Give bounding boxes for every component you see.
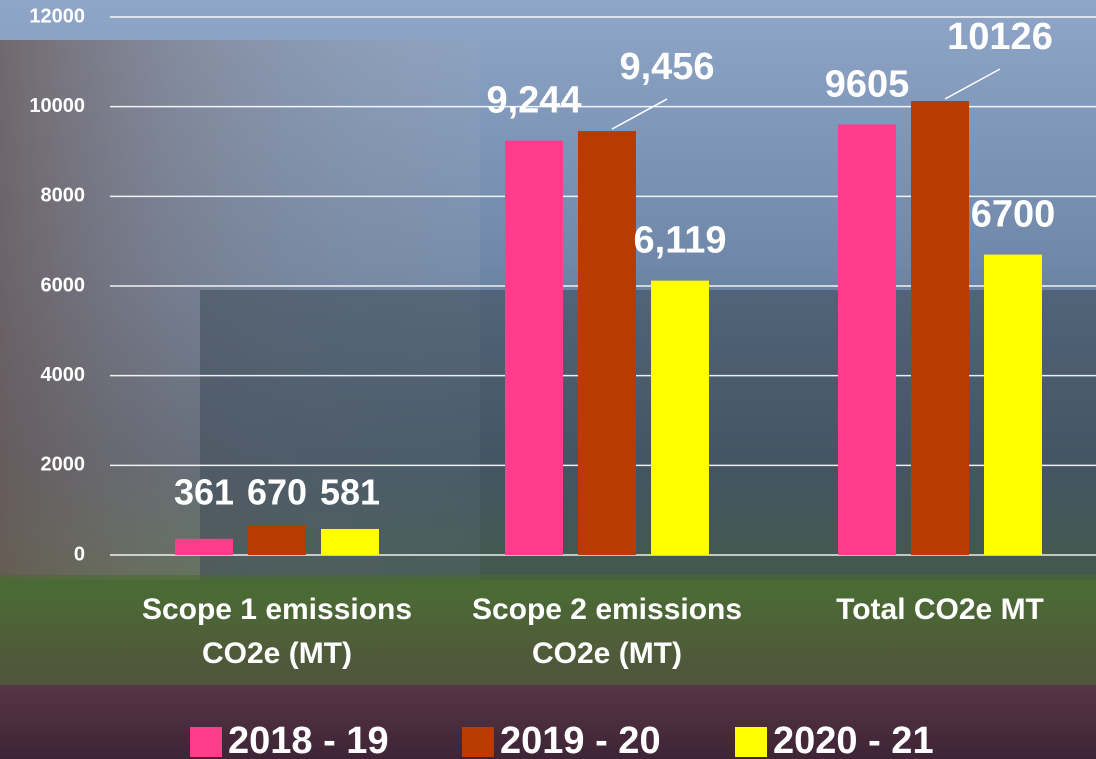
x-tick-label: Total CO2e MT xyxy=(836,593,1044,626)
bar xyxy=(578,131,636,555)
legend-swatch xyxy=(190,727,222,757)
legend-swatch xyxy=(735,727,767,757)
x-tick-label-box: Scope 2 emissions CO2e (MT) xyxy=(471,593,743,670)
data-label: 10126 xyxy=(947,16,1053,58)
x-tick-label-box: Total CO2e MT xyxy=(836,593,1044,626)
legend-label: 2020 - 21 xyxy=(773,720,934,759)
data-label: 9,456 xyxy=(619,46,714,88)
data-label: 361 xyxy=(174,472,234,513)
x-tick-label-box: Scope 1 emissions CO2e (MT) xyxy=(141,593,413,670)
bar xyxy=(321,528,379,555)
legend-label: 2018 - 19 xyxy=(228,720,389,759)
bar xyxy=(984,254,1042,555)
y-tick-label: 6000 xyxy=(41,274,86,296)
y-tick-label: 8000 xyxy=(41,185,86,207)
y-tick-label: 10000 xyxy=(29,95,85,117)
y-tick-label: 4000 xyxy=(41,364,86,386)
bar xyxy=(175,538,233,555)
legend-swatch xyxy=(462,727,494,757)
bar xyxy=(911,101,969,555)
bar xyxy=(248,524,306,555)
data-label: 6700 xyxy=(971,194,1056,236)
x-tick-label: Scope 2 emissions CO2e (MT) xyxy=(471,593,743,670)
bar xyxy=(651,280,709,555)
x-tick-label: Scope 1 emissions CO2e (MT) xyxy=(141,593,413,670)
leader-line xyxy=(944,68,1001,100)
legend-label: 2019 - 20 xyxy=(500,720,661,759)
y-tick-label: 0 xyxy=(74,543,85,565)
y-tick-label: 2000 xyxy=(41,454,86,476)
data-label: 9605 xyxy=(825,63,910,105)
bar xyxy=(505,140,563,555)
data-label: 9,244 xyxy=(486,80,581,122)
background-hedge xyxy=(0,575,1096,685)
data-label: 581 xyxy=(320,472,380,513)
data-label: 6,119 xyxy=(634,220,727,262)
y-tick-label: 12000 xyxy=(29,5,85,27)
leader-line xyxy=(611,98,668,130)
bar xyxy=(838,124,896,556)
data-label: 670 xyxy=(247,471,307,512)
